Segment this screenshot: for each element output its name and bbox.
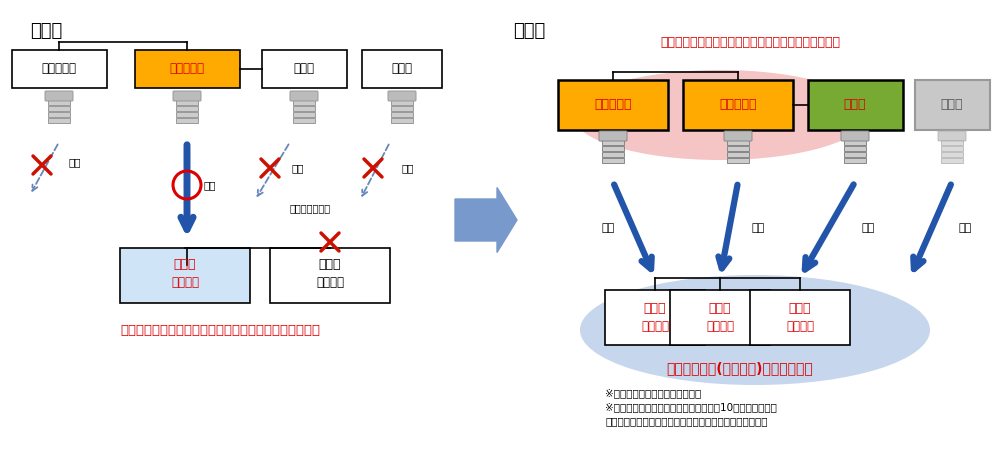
Bar <box>915 80 990 130</box>
Bar <box>176 118 198 123</box>
Bar <box>602 140 624 145</box>
Bar <box>727 158 749 163</box>
Bar <box>941 158 963 163</box>
Text: １人の先代経営者から１人の後継者への贈与のみが対象: １人の先代経営者から１人の後継者への贈与のみが対象 <box>120 324 320 336</box>
Bar <box>362 50 442 88</box>
FancyBboxPatch shape <box>841 131 869 141</box>
Bar <box>262 50 347 88</box>
Bar <box>727 140 749 145</box>
Text: ※複数人で承継する場合、議決権割合の10％以上を有し、: ※複数人で承継する場合、議決権割合の10％以上を有し、 <box>605 402 777 412</box>
Bar <box>391 118 413 123</box>
Text: 同族関係者: 同族関係者 <box>594 99 632 112</box>
Bar <box>120 248 250 303</box>
Text: 改正後: 改正後 <box>513 22 545 40</box>
Text: （次男）: （次男） <box>706 320 734 332</box>
FancyBboxPatch shape <box>173 91 201 101</box>
Bar <box>558 80 668 130</box>
Bar <box>391 106 413 111</box>
Bar <box>808 80 903 130</box>
Bar <box>293 106 315 111</box>
FancyBboxPatch shape <box>724 131 752 141</box>
Text: 改正前: 改正前 <box>30 22 62 40</box>
Text: （次男）: （次男） <box>316 276 344 288</box>
Text: 先代経営者: 先代経営者 <box>719 99 757 112</box>
Text: かつ、議決権保有割合上位３位までの同族関係者に限る。: かつ、議決権保有割合上位３位までの同族関係者に限る。 <box>605 416 768 426</box>
Bar <box>683 80 793 130</box>
Bar <box>12 50 107 88</box>
Text: 対象とならない: 対象とならない <box>289 203 331 213</box>
Text: 贈与: 贈与 <box>292 163 304 173</box>
Text: 贈与: 贈与 <box>402 163 414 173</box>
Bar <box>844 140 866 145</box>
Text: 贈与: 贈与 <box>204 180 216 190</box>
Bar <box>391 112 413 117</box>
Bar <box>176 100 198 105</box>
FancyBboxPatch shape <box>290 91 318 101</box>
Bar <box>270 248 390 303</box>
Bar <box>48 112 70 117</box>
Text: 後継者: 後継者 <box>174 258 196 271</box>
Text: 贈与: 贈与 <box>958 223 972 233</box>
Text: 複数の後継者(最大三人)を対象とする: 複数の後継者(最大三人)を対象とする <box>667 361 813 375</box>
Text: 先代経営者: 先代経営者 <box>170 63 205 75</box>
Text: 後継者: 後継者 <box>789 301 811 315</box>
Bar <box>844 152 866 157</box>
Bar <box>48 106 70 111</box>
Text: （長男）: （長男） <box>641 320 669 332</box>
Text: 後継者: 後継者 <box>709 301 731 315</box>
Bar <box>727 152 749 157</box>
Bar <box>176 106 198 111</box>
Bar <box>941 146 963 151</box>
Bar <box>293 100 315 105</box>
Bar <box>844 158 866 163</box>
Text: 同族関係者: 同族関係者 <box>42 63 76 75</box>
Bar <box>727 146 749 151</box>
Text: （長男）: （長男） <box>171 276 199 288</box>
Bar <box>605 290 705 345</box>
Bar <box>941 152 963 157</box>
Bar <box>750 290 850 345</box>
Bar <box>48 118 70 123</box>
Text: 第三者: 第三者 <box>941 99 963 112</box>
Text: ※代表権を有しているものに限る: ※代表権を有しているものに限る <box>605 388 701 398</box>
Ellipse shape <box>572 70 868 160</box>
Text: 配偶者: 配偶者 <box>294 63 314 75</box>
Text: 贈与者は先代経営者に限定せず、複数でも可能とする: 贈与者は先代経営者に限定せず、複数でも可能とする <box>660 35 840 49</box>
Bar <box>135 50 240 88</box>
Bar <box>293 112 315 117</box>
Bar <box>670 290 770 345</box>
FancyBboxPatch shape <box>388 91 416 101</box>
Bar <box>602 152 624 157</box>
Text: 贈与: 贈与 <box>601 223 615 233</box>
Ellipse shape <box>580 275 930 385</box>
Bar <box>176 112 198 117</box>
Text: 後継者: 後継者 <box>644 301 666 315</box>
Text: 後継者: 後継者 <box>319 258 341 271</box>
Bar <box>293 118 315 123</box>
Bar <box>602 146 624 151</box>
Bar <box>941 140 963 145</box>
FancyBboxPatch shape <box>938 131 966 141</box>
FancyBboxPatch shape <box>599 131 627 141</box>
FancyArrow shape <box>455 188 517 252</box>
Text: 贈与: 贈与 <box>69 157 81 167</box>
Bar <box>48 100 70 105</box>
Bar <box>602 158 624 163</box>
Text: 贈与: 贈与 <box>861 223 875 233</box>
Text: 配偶者: 配偶者 <box>844 99 866 112</box>
Text: 贈与: 贈与 <box>751 223 765 233</box>
FancyBboxPatch shape <box>45 91 73 101</box>
Bar <box>844 146 866 151</box>
Text: 第三者: 第三者 <box>392 63 413 75</box>
Bar <box>391 100 413 105</box>
Text: （長女）: （長女） <box>786 320 814 332</box>
